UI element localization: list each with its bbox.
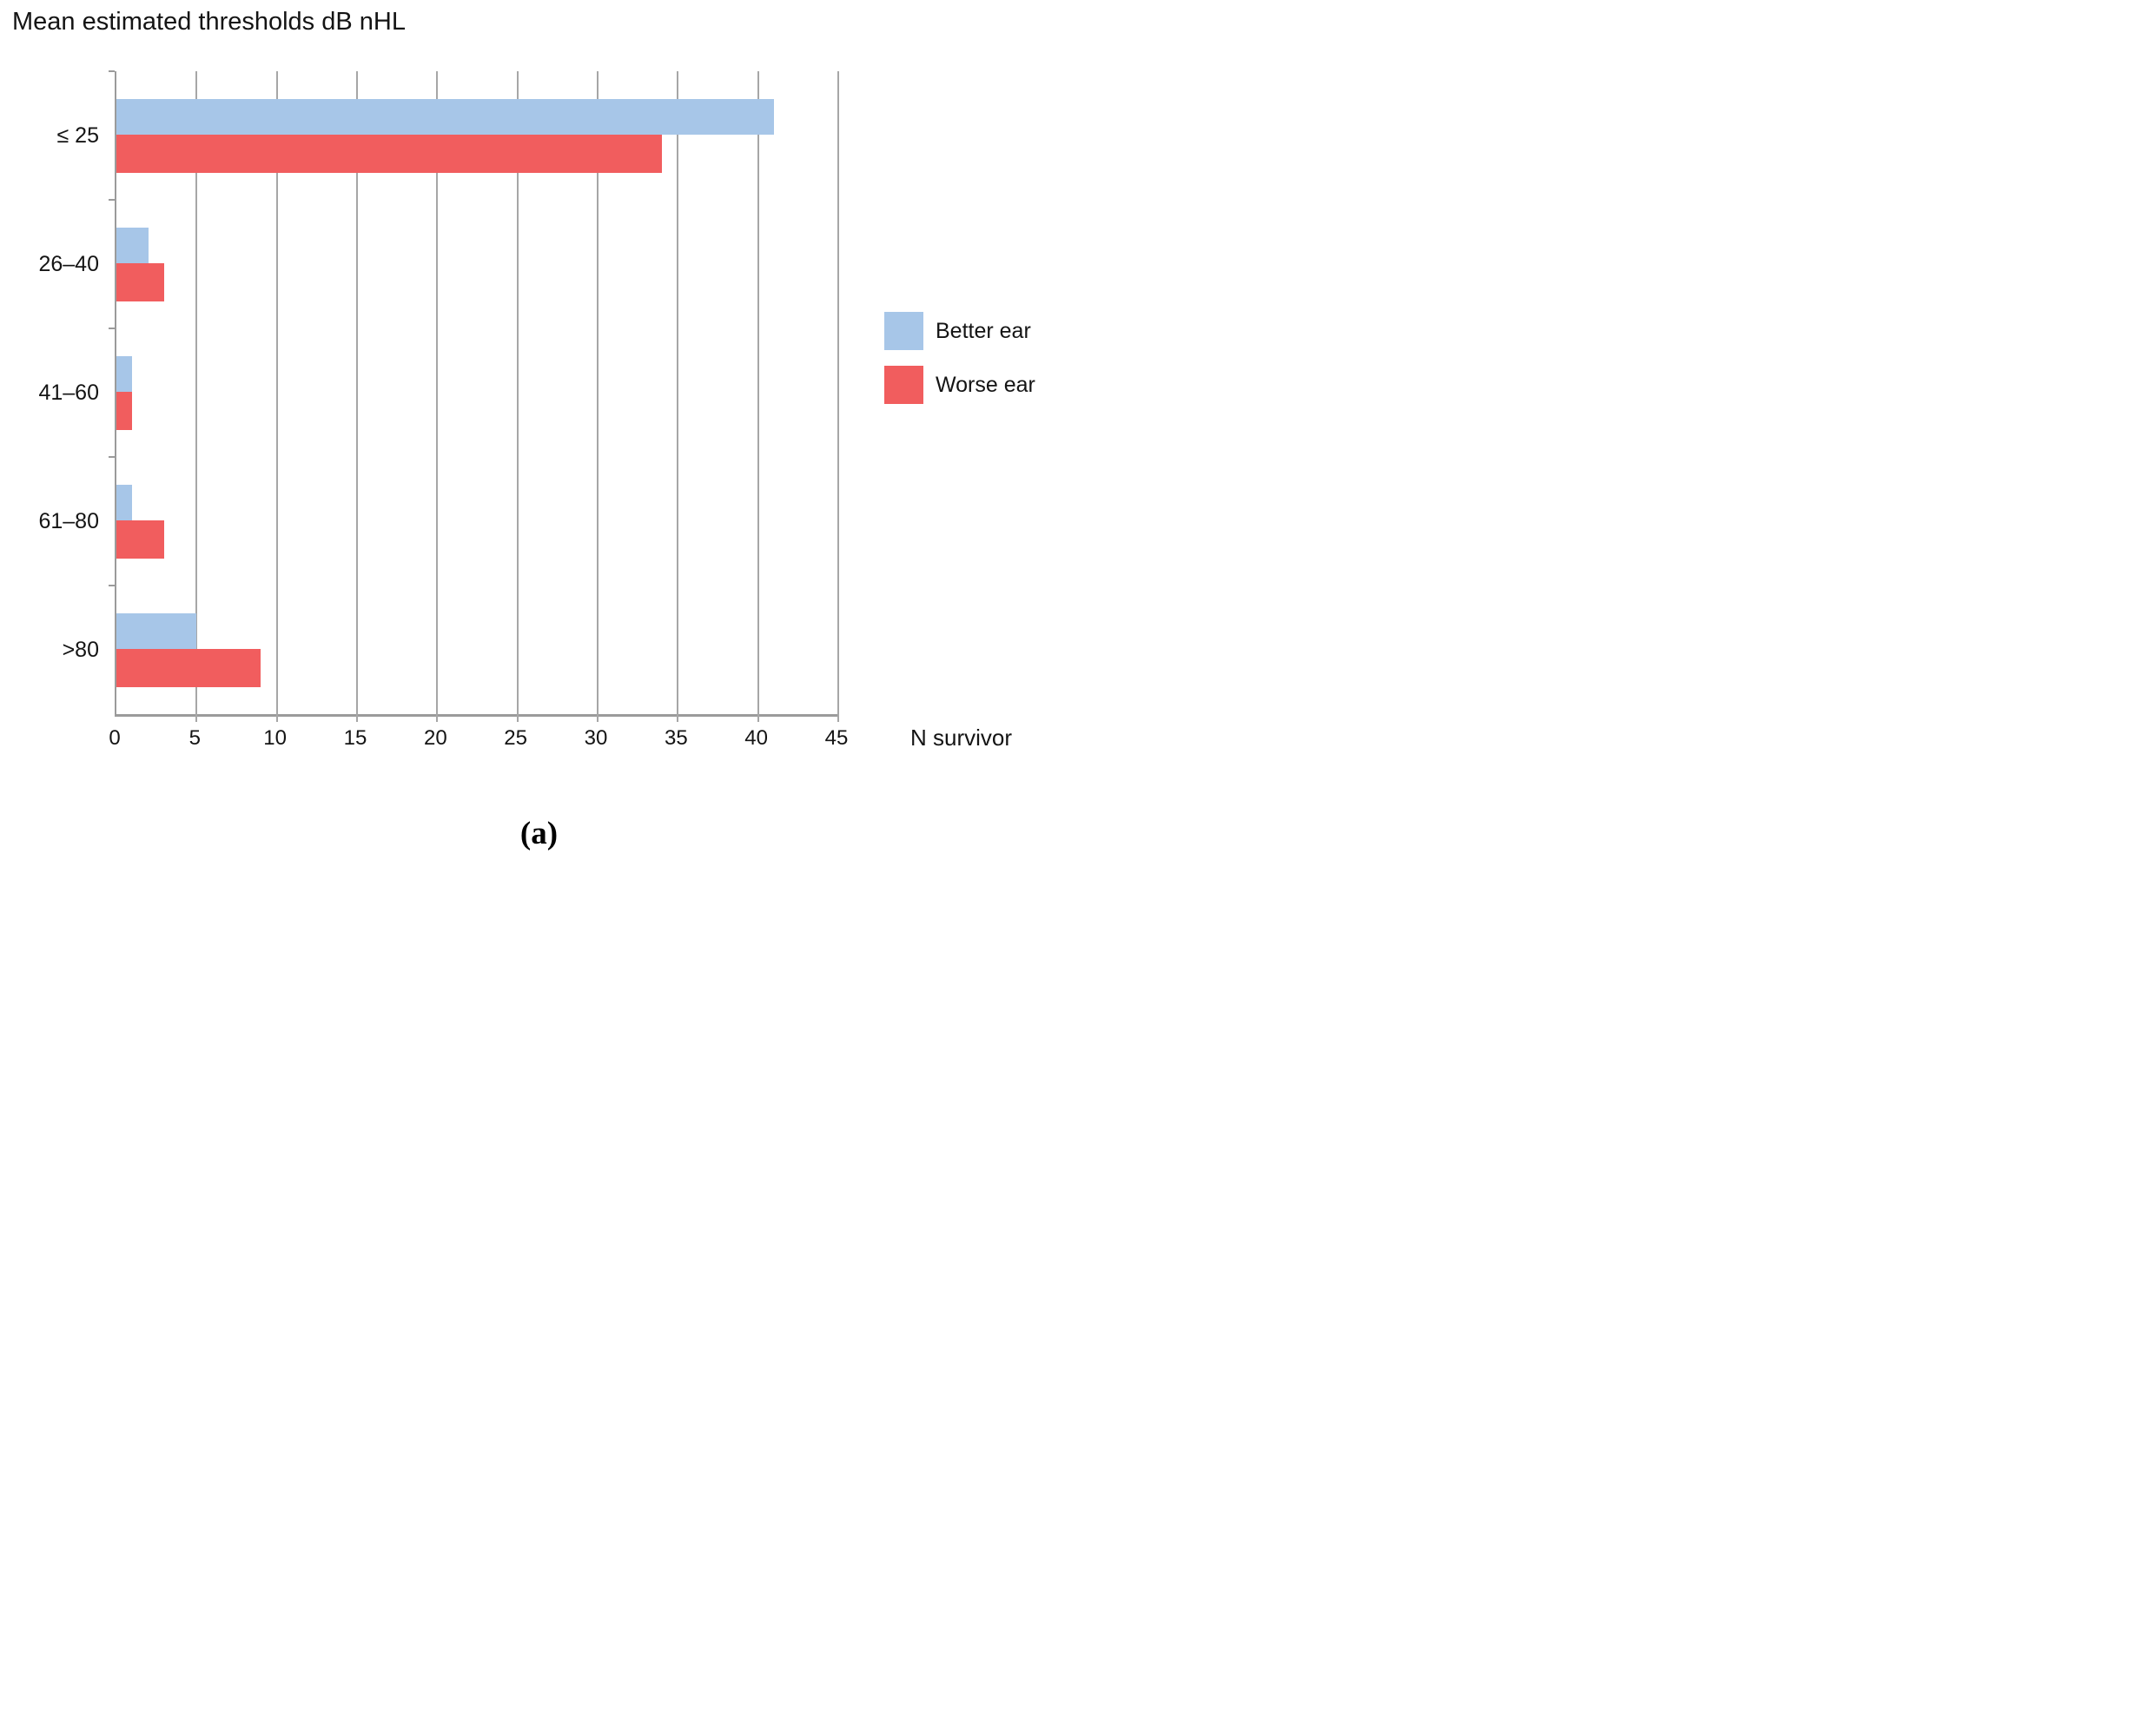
x-tick-label-0: 0 (109, 726, 121, 750)
category-label-4: >80 (62, 637, 99, 662)
x-axis-label: N survivor (910, 725, 1013, 751)
category-label-3: 61–80 (38, 508, 99, 533)
bar-better-ear-1 (116, 227, 149, 264)
category-label-0: ≤ 25 (56, 122, 99, 148)
bar-better-ear-4 (116, 612, 197, 650)
legend-label-worse-ear: Worse ear (936, 372, 1035, 397)
y-axis-tick (109, 70, 115, 72)
bar-chart-figure: Mean estimated thresholds dB nHL ≤ 25 26–… (0, 0, 1078, 860)
bar-worse-ear-3 (116, 520, 165, 559)
category-band-1 (116, 200, 838, 328)
y-axis-tick (109, 456, 115, 458)
x-tick-label-40: 40 (744, 726, 769, 750)
y-axis-tick (109, 199, 115, 201)
bar-worse-ear-1 (116, 263, 165, 301)
x-tick-label-20: 20 (423, 726, 447, 750)
y-axis-tick (109, 585, 115, 586)
legend-swatch-better-ear (884, 312, 923, 350)
x-tick-label-30: 30 (584, 726, 608, 750)
x-tick-label-35: 35 (664, 726, 688, 750)
category-band-3 (116, 457, 838, 586)
x-tick-label-10: 10 (263, 726, 288, 750)
legend-label-better-ear: Better ear (936, 318, 1031, 343)
x-tick-label-45: 45 (824, 726, 849, 750)
x-tick-label-15: 15 (343, 726, 367, 750)
legend: Better ear Worse ear (884, 312, 1035, 420)
x-tick-label-25: 25 (504, 726, 528, 750)
x-tick-label-5: 5 (188, 726, 202, 750)
legend-row-worse-ear: Worse ear (884, 366, 1035, 404)
x-axis-ticks: 0 5 10 15 20 25 30 35 40 45 (109, 726, 848, 754)
category-band-0 (116, 71, 838, 200)
bar-worse-ear-2 (116, 392, 133, 430)
category-label-2: 41–60 (38, 380, 99, 405)
bar-better-ear-0 (116, 98, 775, 136)
y-axis-tick (109, 328, 115, 329)
legend-swatch-worse-ear (884, 366, 923, 404)
bar-better-ear-2 (116, 355, 133, 393)
y-axis-category-labels: ≤ 25 26–40 41–60 61–80 >80 (0, 71, 103, 714)
legend-row-better-ear: Better ear (884, 312, 1035, 350)
chart-title: Mean estimated thresholds dB nHL (12, 8, 406, 36)
plot-area (109, 70, 839, 722)
bar-worse-ear-0 (116, 135, 662, 173)
category-band-2 (116, 328, 838, 457)
category-label-1: 26–40 (38, 251, 99, 276)
category-band-4 (116, 586, 838, 714)
bar-better-ear-3 (116, 484, 133, 521)
figure-caption: (a) (519, 816, 559, 851)
bar-worse-ear-4 (116, 649, 261, 687)
